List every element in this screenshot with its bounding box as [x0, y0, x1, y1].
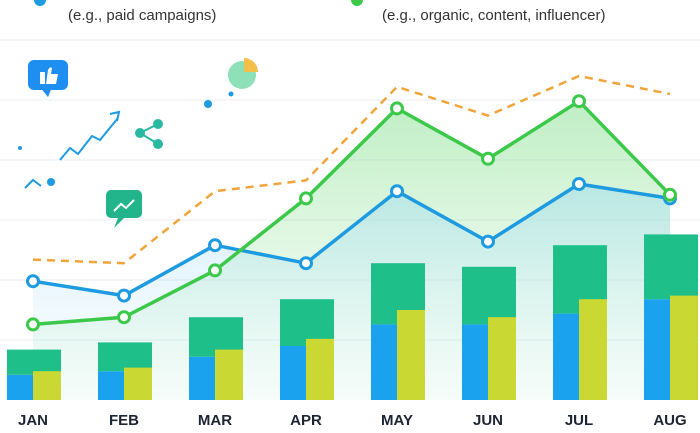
bar-segment: [7, 349, 61, 375]
x-tick-label: JAN: [18, 412, 48, 429]
line-point: [117, 288, 131, 303]
line-point: [299, 256, 313, 271]
decorative-icons: [18, 0, 363, 228]
x-tick-label: AUG: [653, 412, 686, 429]
line-point: [299, 191, 313, 206]
line-point: [572, 94, 586, 109]
legend-label: (e.g., organic, content, influencer): [382, 7, 605, 24]
line-point: [390, 101, 404, 116]
bar: [124, 367, 152, 400]
x-tick-label: MAY: [381, 412, 413, 429]
legend-label: (e.g., paid campaigns): [68, 7, 216, 24]
bar: [215, 349, 243, 400]
bar: [33, 371, 61, 400]
bar-segment: [98, 342, 152, 372]
bar: [397, 310, 425, 400]
dashed-line: [32, 74, 671, 265]
bar: [306, 338, 334, 400]
bar: [670, 295, 698, 400]
x-tick-label: JUN: [473, 412, 503, 429]
line-point: [26, 274, 40, 289]
x-tick-label: MAR: [198, 412, 232, 429]
line-point: [390, 184, 404, 199]
line-point: [208, 238, 222, 253]
line-point: [572, 177, 586, 191]
x-tick-label: JUL: [565, 412, 593, 429]
line-point: [26, 317, 40, 332]
line: [32, 99, 672, 327]
x-tick-label: APR: [290, 412, 322, 429]
x-tick-label: FEB: [109, 412, 139, 429]
bar: [579, 299, 607, 400]
bar-segment: [644, 234, 698, 300]
bar-segment: [462, 266, 516, 325]
line-point: [481, 151, 495, 166]
line: [32, 182, 671, 298]
bar: [488, 317, 516, 400]
bar-segment: [280, 299, 334, 346]
line-point: [117, 310, 131, 325]
line-point: [481, 234, 495, 249]
line-point: [208, 263, 222, 278]
line-point: [663, 187, 677, 202]
